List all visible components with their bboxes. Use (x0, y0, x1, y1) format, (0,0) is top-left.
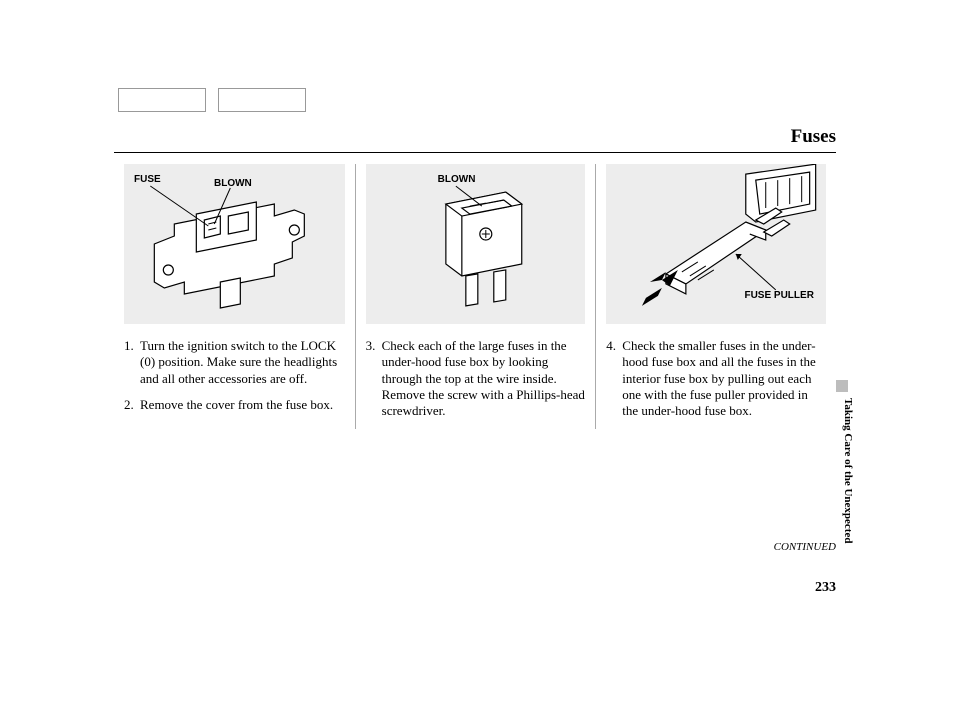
step-1: 1. Turn the ignition switch to the LOCK … (124, 338, 345, 387)
step-3-num: 3. (366, 338, 382, 419)
column-1-text: 1. Turn the ignition switch to the LOCK … (124, 338, 345, 413)
figure-1: FUSE BLOWN (124, 164, 345, 324)
step-4-text: Check the smaller fuses in the under-hoo… (622, 338, 826, 419)
column-1: FUSE BLOWN (114, 164, 355, 429)
column-3: FUSE PULLER (595, 164, 836, 429)
step-4-num: 4. (606, 338, 622, 419)
column-3-text: 4. Check the smaller fuses in the under-… (606, 338, 826, 419)
header-box-1 (118, 88, 206, 112)
title-rule (114, 152, 836, 153)
content-columns: FUSE BLOWN (114, 164, 836, 429)
step-2-text: Remove the cover from the fuse box. (140, 397, 345, 413)
step-4: 4. Check the smaller fuses in the under-… (606, 338, 826, 419)
header-blank-boxes (118, 88, 306, 112)
column-2-text: 3. Check each of the large fuses in the … (366, 338, 586, 419)
step-3-text: Check each of the large fuses in the und… (382, 338, 586, 419)
continued-label: CONTINUED (774, 541, 836, 553)
section-name: Taking Care of the Unexpected (842, 398, 854, 543)
step-2-num: 2. (124, 397, 140, 413)
figure-3: FUSE PULLER (606, 164, 826, 324)
column-2: BLOWN (355, 164, 596, 429)
page-title: Fuses (791, 126, 836, 148)
header-box-2 (218, 88, 306, 112)
page-number: 233 (815, 580, 836, 596)
step-1-num: 1. (124, 338, 140, 387)
figure-2: BLOWN (366, 164, 586, 324)
step-3: 3. Check each of the large fuses in the … (366, 338, 586, 419)
figure-3-illustration (606, 164, 826, 324)
step-2: 2. Remove the cover from the fuse box. (124, 397, 345, 413)
step-1-text: Turn the ignition switch to the LOCK (0)… (140, 338, 345, 387)
figure-1-illustration (124, 164, 345, 324)
figure-2-illustration (366, 164, 586, 324)
section-tab (836, 380, 848, 392)
